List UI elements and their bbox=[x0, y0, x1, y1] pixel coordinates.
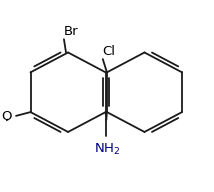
Text: O: O bbox=[1, 110, 12, 123]
Text: Cl: Cl bbox=[102, 45, 115, 58]
Text: Br: Br bbox=[64, 25, 79, 38]
Text: NH$_2$: NH$_2$ bbox=[94, 142, 120, 157]
